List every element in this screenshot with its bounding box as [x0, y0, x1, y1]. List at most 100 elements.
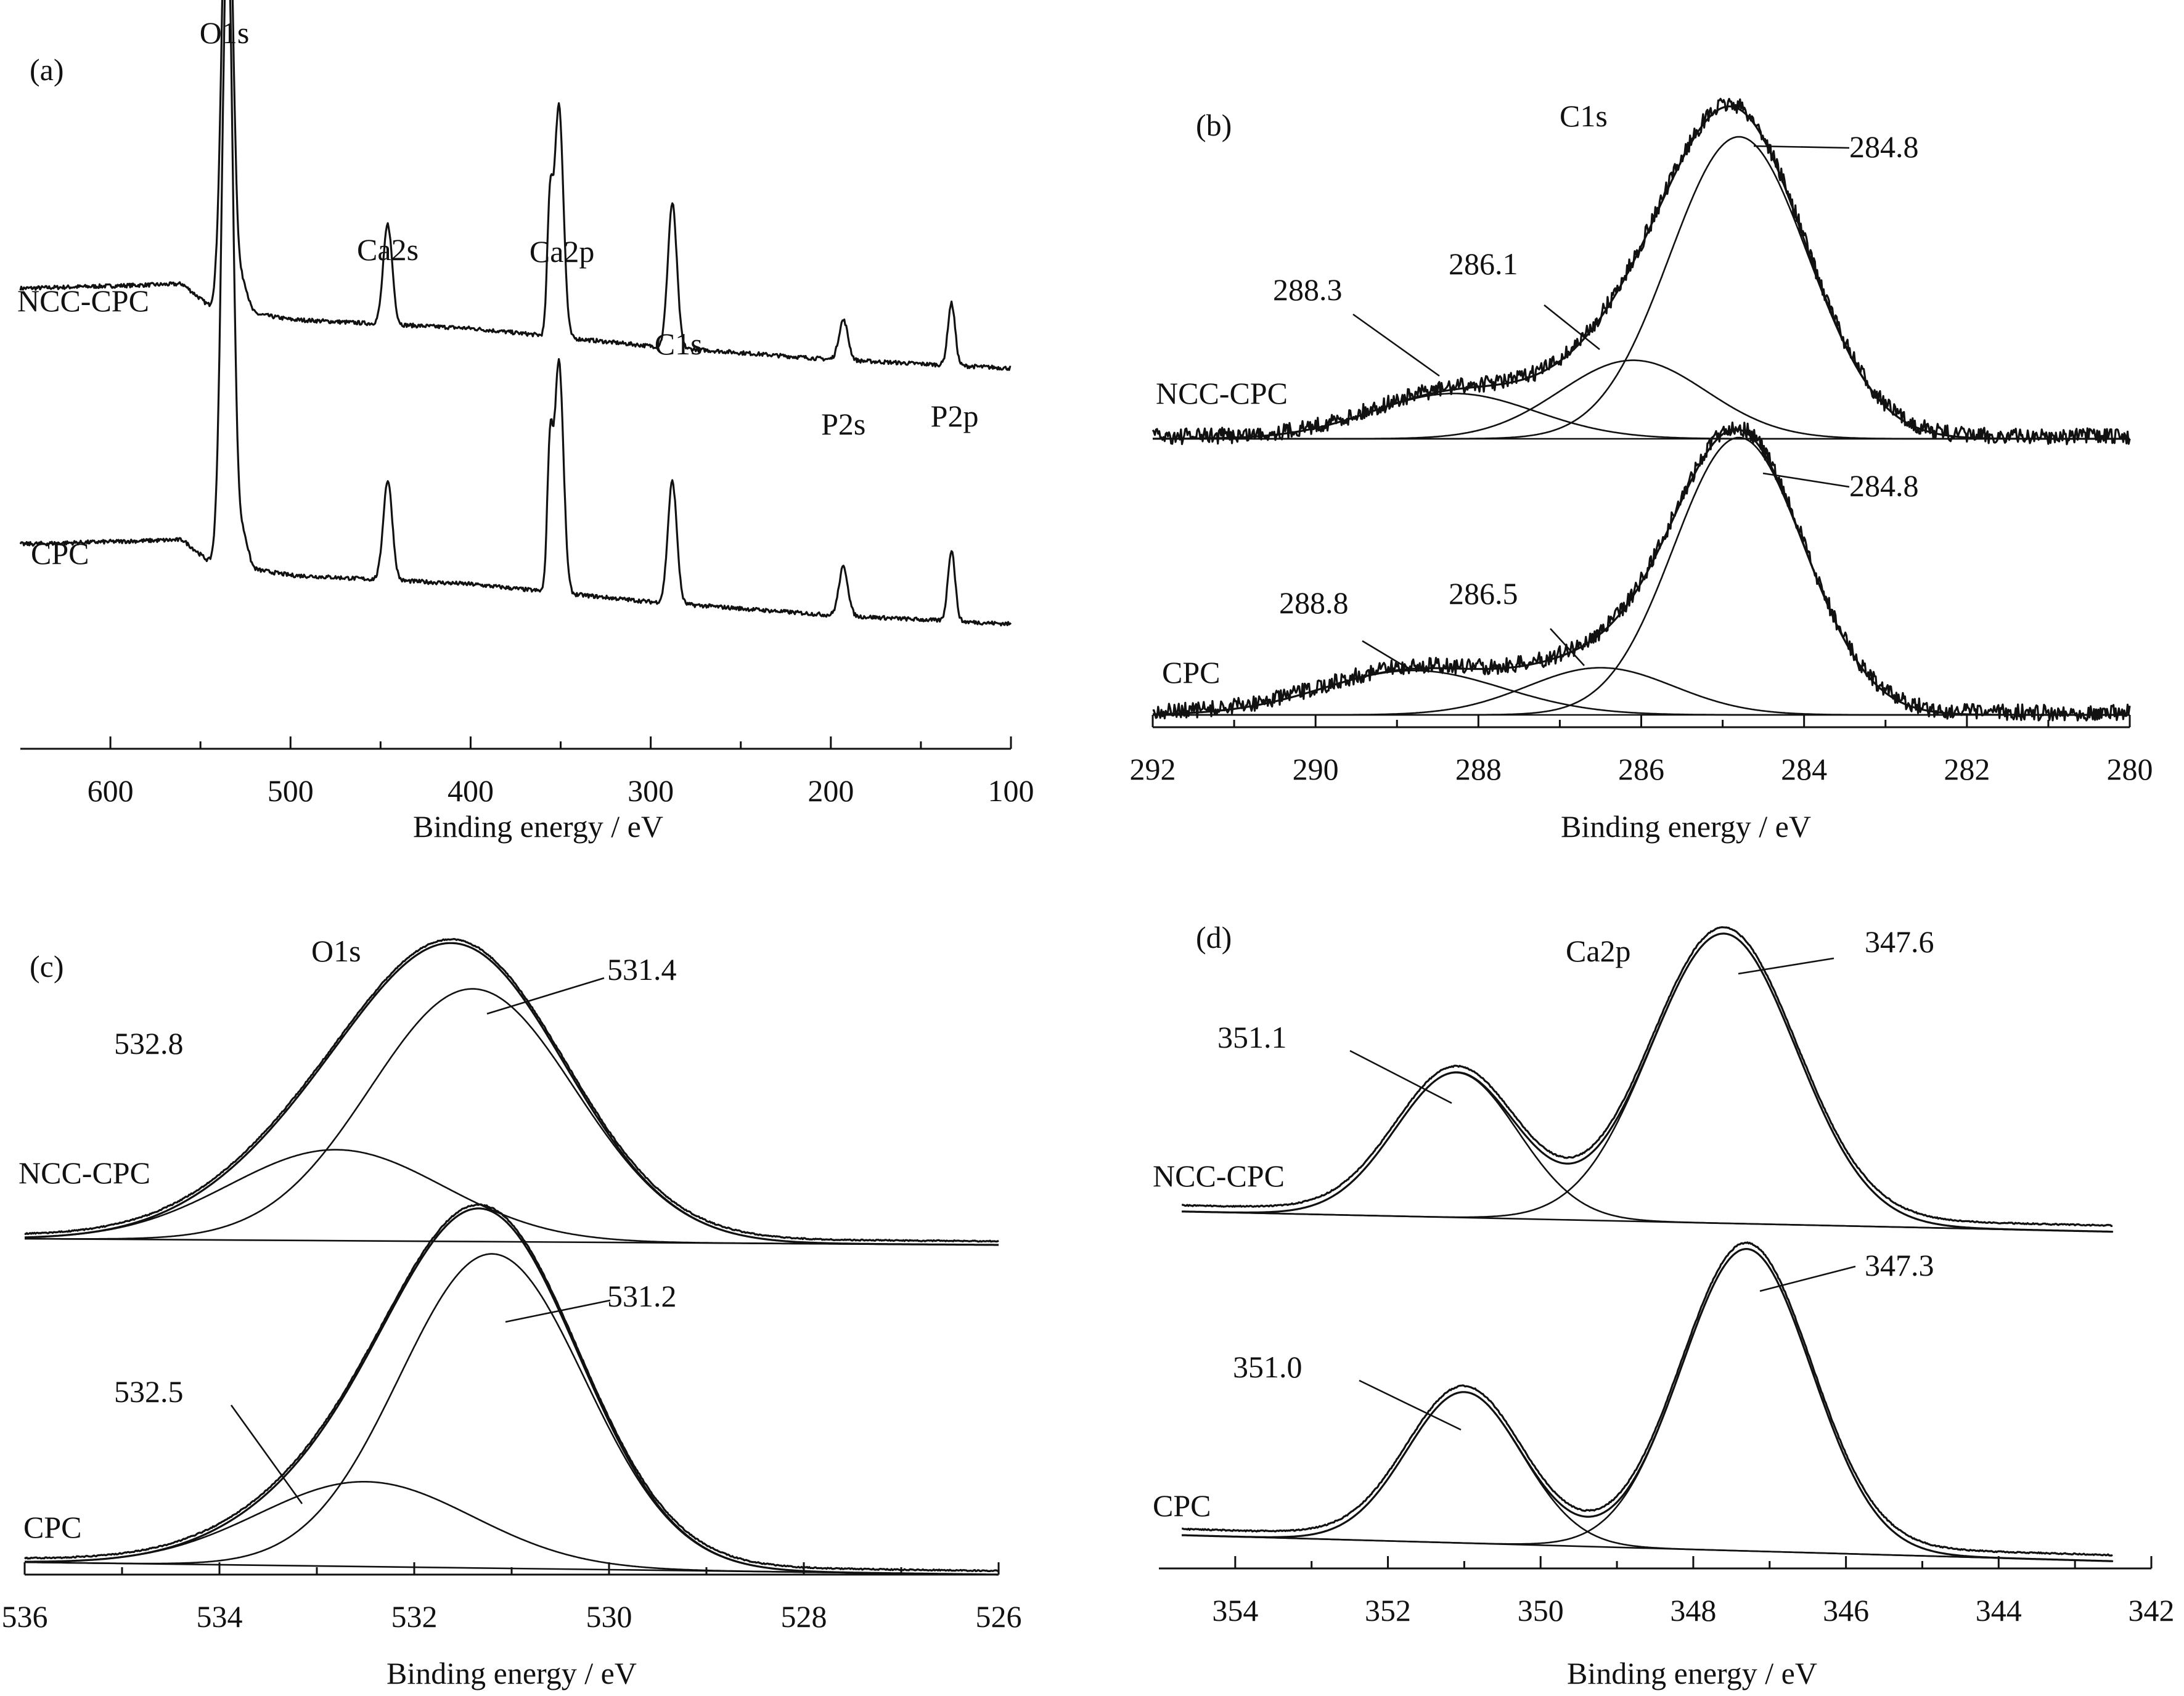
- panel-a-series-cpc-label: CPC: [31, 536, 89, 571]
- panel-d-leader-351.1: [1349, 1050, 1452, 1104]
- panel-d-label: (d): [1196, 920, 1232, 955]
- panel-d-ann-351.1: 351.1: [1217, 1020, 1287, 1054]
- panel-a-x-ticks: 600 500 400 300 200 100: [88, 736, 1034, 808]
- panel-d-x-ticks: 354 352 350 348 346 344 342: [1212, 1556, 2175, 1628]
- panel-b-series-cpc-label: CPC: [1162, 655, 1221, 690]
- panel-b: (b) C1s NCC-CPC CPC 284.8 286.1 288.3 28…: [1130, 97, 2153, 844]
- panel-c-label: (c): [30, 949, 64, 984]
- tick-label: 342: [2129, 1593, 2175, 1628]
- tick-label: 536: [2, 1599, 48, 1634]
- tick-label: 280: [2107, 752, 2153, 786]
- panel-a-x-axis-title: Binding energy / eV: [413, 809, 663, 844]
- panel-b-leader-286.5: [1550, 628, 1585, 666]
- panel-a-peak-label: P2p: [931, 399, 979, 433]
- tick-label: 500: [268, 773, 314, 808]
- panel-c-series-ncc-cpc-label: NCC-CPC: [18, 1156, 150, 1190]
- panel-a-peak-label: C1s: [655, 327, 703, 361]
- panel-b-ann-284.8-ncc: 284.8: [1849, 129, 1919, 164]
- panel-b-ann-284.8-cpc: 284.8: [1849, 468, 1919, 503]
- panel-a-peak-labels: O1s Ca2s Ca2p C1s P2s P2p: [200, 15, 979, 441]
- panel-c-leader-531.4: [486, 977, 605, 1015]
- tick-label: 200: [808, 773, 854, 808]
- panel-a-series-ncc-cpc-label: NCC-CPC: [17, 283, 149, 318]
- panel-a-series-ncc-cpc-line: [19, 0, 1012, 371]
- panel-c-spectrum-label: O1s: [311, 934, 361, 968]
- panel-c-ann-532.5: 532.5: [114, 1374, 184, 1409]
- raw-spectrum: [24, 1203, 999, 1573]
- panel-b-series-ncc-cpc-label: NCC-CPC: [1156, 376, 1288, 410]
- panel-b-ann-288.8: 288.8: [1279, 585, 1349, 620]
- raw-spectrum: [1152, 422, 2131, 722]
- panel-a-peak-label: Ca2p: [530, 234, 595, 269]
- tick-label: 532: [391, 1599, 438, 1634]
- panel-a-peak-label: P2s: [821, 407, 865, 441]
- panel-b-leader-284.8-cpc: [1762, 472, 1850, 488]
- tick-label: 348: [1670, 1593, 1716, 1628]
- panel-a-peak-label: Ca2s: [357, 232, 419, 267]
- panel-d-leader-347.6: [1738, 957, 1834, 975]
- panel-a-peak-label: O1s: [200, 15, 250, 50]
- tick-label: 100: [988, 773, 1034, 808]
- panel-c-ann-531.4: 531.4: [607, 952, 677, 987]
- panel-d-curves: [1181, 926, 2114, 1562]
- panel-b-leader-288.3: [1352, 313, 1440, 377]
- raw-spectrum: [1181, 926, 2113, 1227]
- tick-label: 286: [1618, 752, 1664, 786]
- tick-label: 290: [1293, 752, 1339, 786]
- panel-d: (d) Ca2p NCC-CPC CPC 347.6 351.1 347.3 3…: [1153, 920, 2175, 1690]
- tick-label: 344: [1976, 1593, 2022, 1628]
- panel-a-label: (a): [30, 52, 64, 87]
- panel-b-x-ticks: 292 290 288 286 284 282 280: [1130, 715, 2153, 786]
- panel-d-spectrum-label: Ca2p: [1566, 934, 1631, 968]
- fit-envelope: [1182, 932, 2112, 1233]
- panel-c-series-cpc-label: CPC: [23, 1510, 82, 1544]
- raw-spectrum: [24, 938, 999, 1243]
- panel-c-leader-532.5: [230, 1404, 303, 1504]
- panel-b-label: (b): [1196, 108, 1232, 142]
- panel-d-leader-351.0: [1359, 1379, 1462, 1431]
- raw-spectrum: [1151, 97, 2131, 446]
- panel-b-leader-286.1: [1544, 304, 1600, 351]
- fit-envelope: [25, 1207, 999, 1576]
- tick-label: 346: [1823, 1593, 1869, 1628]
- panel-a-series-cpc-line: [19, 0, 1012, 627]
- panel-d-ann-347.3: 347.3: [1865, 1248, 1934, 1282]
- tick-label: 284: [1781, 752, 1827, 786]
- panel-b-ann-286.5: 286.5: [1449, 576, 1518, 611]
- fit-envelope: [1182, 1248, 2112, 1562]
- panel-b-spectrum-label: C1s: [1560, 99, 1608, 133]
- panel-d-leader-347.3: [1759, 1265, 1856, 1292]
- fit-envelope: [25, 942, 999, 1246]
- panel-d-series-ncc-cpc-label: NCC-CPC: [1153, 1159, 1285, 1193]
- panel-a: (a) NCC-CPC CPC O1s Ca2s Ca2p C1s P2s P2p 600…: [17, 0, 1034, 844]
- panel-b-ann-286.1: 286.1: [1449, 247, 1518, 281]
- tick-label: 350: [1518, 1593, 1564, 1628]
- panel-c-ann-532.8: 532.8: [114, 1026, 184, 1061]
- tick-label: 526: [976, 1599, 1022, 1634]
- panel-c: (c) O1s NCC-CPC CPC 531.4 532.8 531.2 53…: [2, 934, 1022, 1690]
- panel-b-leader-288.8: [1362, 640, 1409, 670]
- panel-d-ann-347.6: 347.6: [1865, 924, 1934, 959]
- panel-b-ann-288.3: 288.3: [1273, 272, 1343, 307]
- tick-label: 288: [1455, 752, 1502, 786]
- tick-label: 352: [1365, 1593, 1411, 1628]
- tick-label: 530: [586, 1599, 632, 1634]
- panel-c-x-axis-title: Binding energy / eV: [386, 1656, 637, 1690]
- tick-label: 534: [197, 1599, 243, 1634]
- panel-c-ann-531.2: 531.2: [607, 1279, 677, 1313]
- tick-label: 292: [1130, 752, 1176, 786]
- panel-b-leader-284.8-ncc: [1753, 145, 1850, 149]
- panel-c-x-ticks: 536 534 532 530 528 526: [2, 1562, 1022, 1634]
- tick-label: 528: [781, 1599, 827, 1634]
- panel-b-x-axis-title: Binding energy / eV: [1561, 809, 1811, 844]
- panel-d-x-axis-title: Binding energy / eV: [1567, 1656, 1817, 1690]
- tick-label: 282: [1944, 752, 1990, 786]
- raw-spectrum: [1182, 1241, 2113, 1557]
- panel-c-leader-531.2: [505, 1299, 611, 1323]
- panel-d-ann-351.0: 351.0: [1233, 1350, 1303, 1384]
- tick-label: 400: [448, 773, 494, 808]
- tick-label: 354: [1212, 1593, 1258, 1628]
- panel-d-series-cpc-label: CPC: [1153, 1488, 1211, 1523]
